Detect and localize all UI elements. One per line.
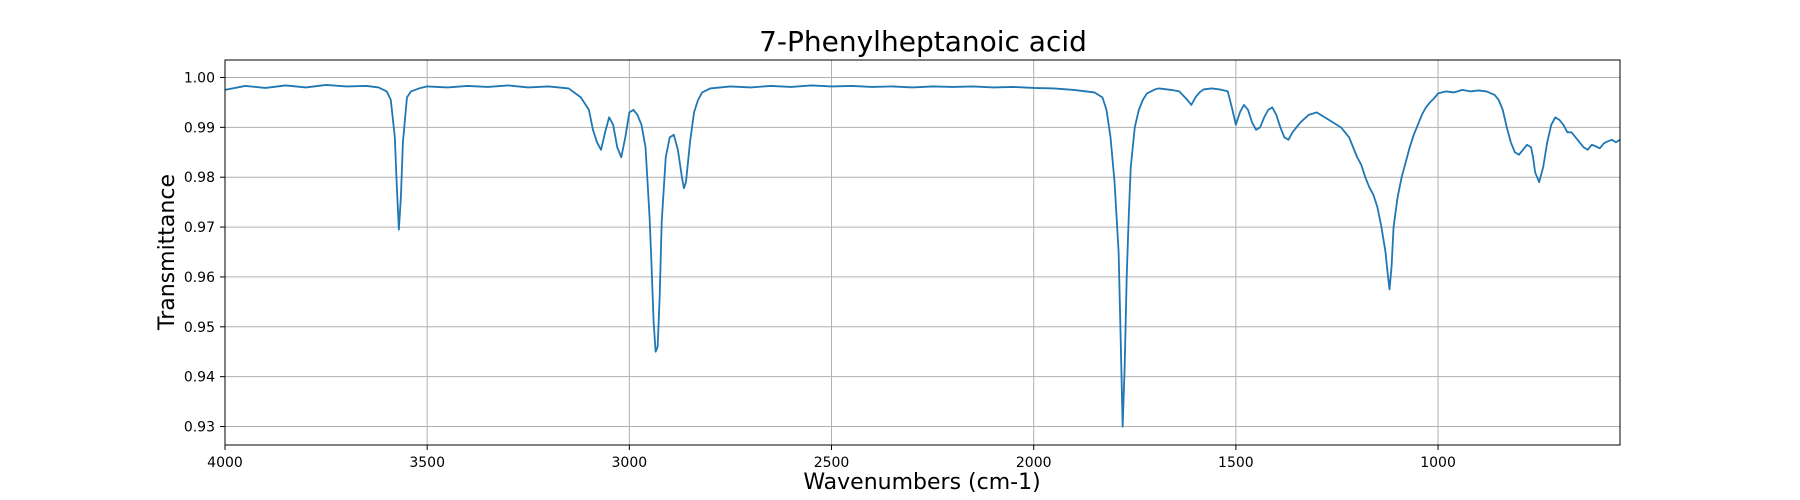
x-tick-label: 3000 <box>612 455 648 471</box>
spectrum-line <box>224 84 1621 428</box>
x-tick-label: 1500 <box>1218 455 1254 471</box>
x-gridlines <box>224 60 1439 445</box>
y-gridlines <box>225 76 1620 428</box>
x-axis-label: Wavenumbers (cm-1) <box>803 470 1040 495</box>
y-tick-label: 0.99 <box>184 120 215 136</box>
series-layer <box>224 84 1621 428</box>
x-axis: 4000 3500 3000 2500 2000 1500 1000 <box>207 445 1456 471</box>
chart-title: 7-Phenylheptanoic acid <box>759 25 1087 58</box>
x-tick-label: 3500 <box>409 455 445 471</box>
y-axis: 0.93 0.94 0.95 0.96 0.97 0.98 0.99 1.00 <box>184 70 225 436</box>
plot-frame <box>224 59 1621 446</box>
x-tick-label: 1000 <box>1420 455 1456 471</box>
x-tick-label: 4000 <box>207 455 243 471</box>
y-tick-label: 0.98 <box>184 170 215 186</box>
y-tick-label: 0.97 <box>184 220 215 236</box>
x-tick-label: 2500 <box>814 455 850 471</box>
y-tick-label: 0.95 <box>184 320 215 336</box>
x-tick-label: 2000 <box>1016 455 1052 471</box>
y-axis-label: Transmittance <box>155 174 180 331</box>
y-tick-label: 1.00 <box>184 70 215 86</box>
y-tick-label: 0.96 <box>184 270 215 286</box>
y-tick-label: 0.94 <box>184 370 215 386</box>
y-tick-label: 0.93 <box>184 420 215 436</box>
